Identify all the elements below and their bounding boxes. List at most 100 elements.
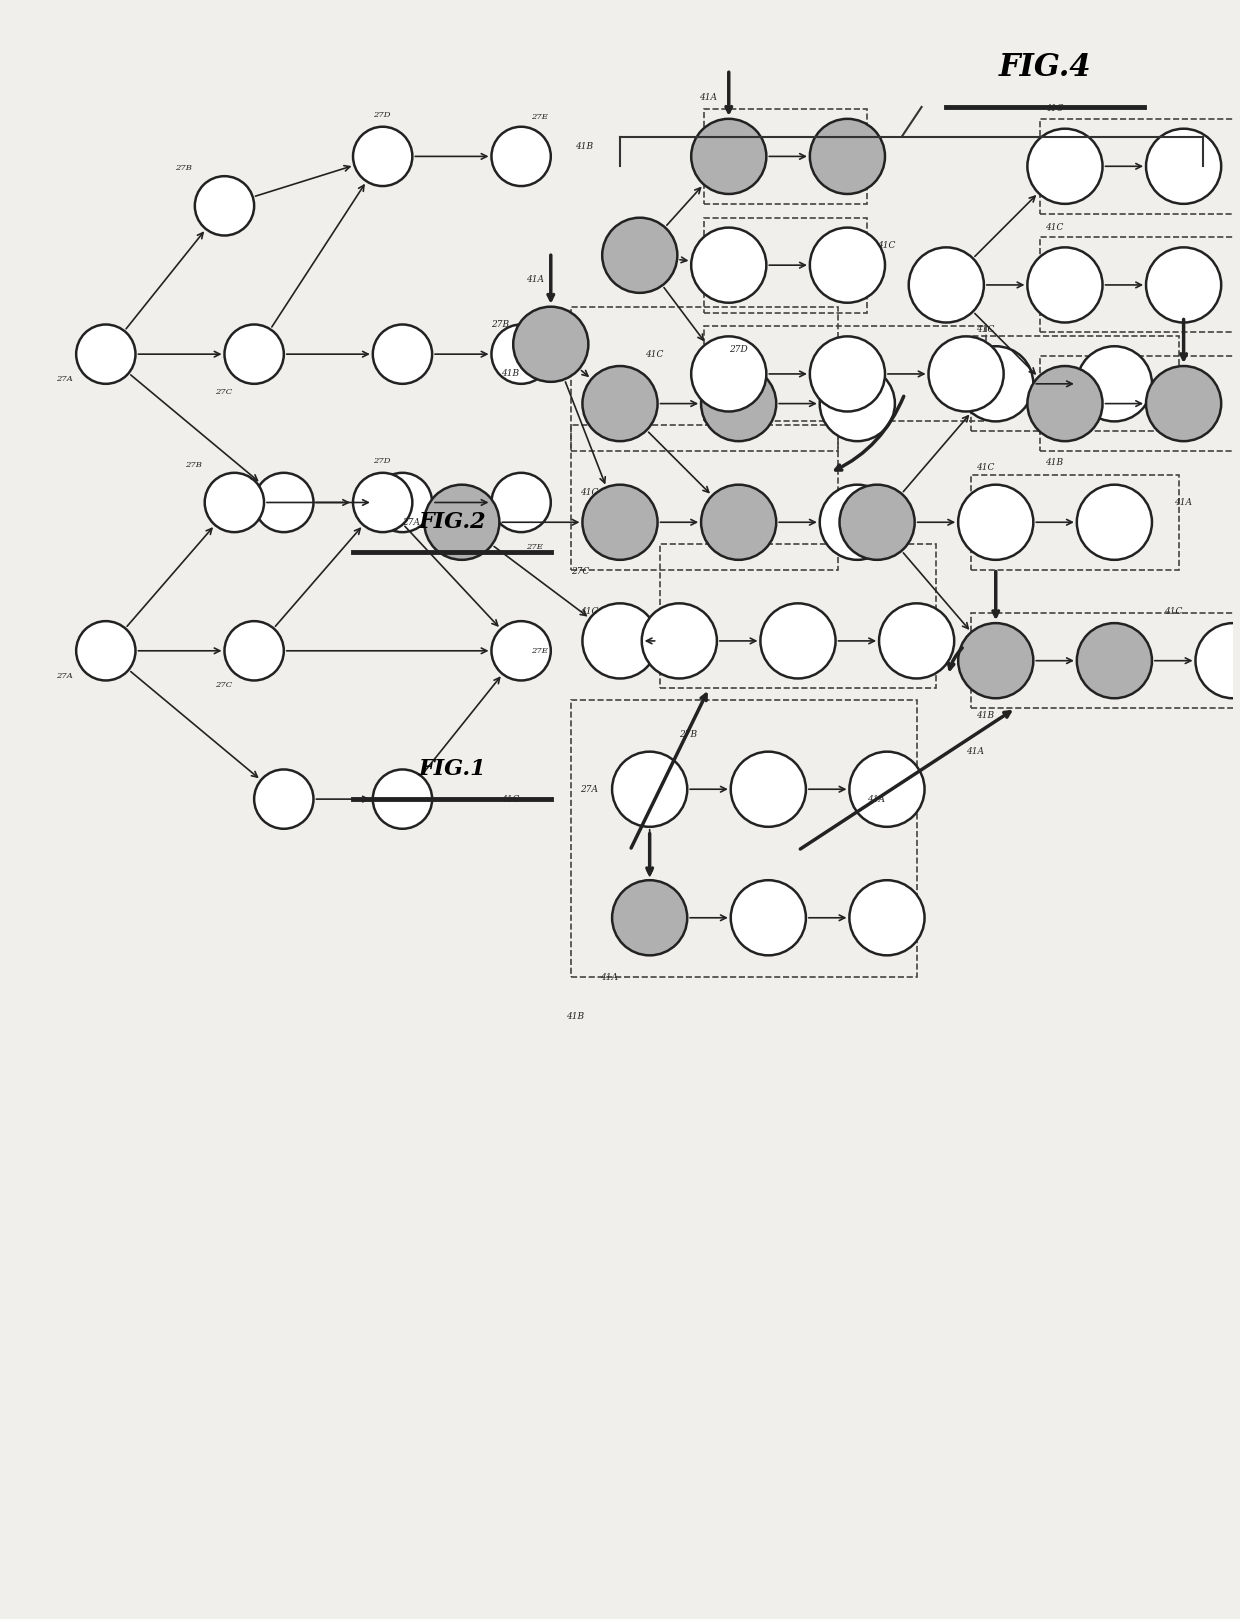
Text: 27E: 27E: [531, 113, 548, 121]
Text: 41C: 41C: [976, 325, 994, 334]
Bar: [570, 701, 916, 978]
Bar: [704, 217, 867, 312]
Circle shape: [583, 366, 657, 440]
Text: FIG.4: FIG.4: [999, 52, 1091, 83]
Bar: [971, 474, 1179, 570]
Text: 41C: 41C: [501, 795, 520, 803]
Text: 27D: 27D: [373, 110, 391, 118]
Text: 27C: 27C: [215, 682, 232, 690]
Circle shape: [491, 473, 551, 533]
Circle shape: [820, 366, 895, 440]
Circle shape: [1028, 248, 1102, 322]
Text: 41C: 41C: [1045, 105, 1064, 113]
Circle shape: [353, 473, 413, 533]
Circle shape: [849, 751, 925, 827]
Circle shape: [195, 176, 254, 235]
Circle shape: [424, 484, 500, 560]
Text: 27E: 27E: [526, 542, 543, 550]
Text: 41C: 41C: [580, 607, 599, 615]
Circle shape: [224, 324, 284, 384]
Bar: [660, 544, 936, 688]
Circle shape: [373, 473, 432, 533]
Text: 27A: 27A: [403, 518, 420, 526]
Circle shape: [810, 228, 885, 303]
Circle shape: [959, 623, 1033, 698]
Circle shape: [701, 366, 776, 440]
Circle shape: [879, 604, 955, 678]
Circle shape: [373, 769, 432, 829]
Circle shape: [1195, 623, 1240, 698]
Circle shape: [1146, 130, 1221, 204]
Circle shape: [353, 126, 413, 186]
Text: 27D: 27D: [729, 345, 748, 353]
Circle shape: [1146, 366, 1221, 440]
Circle shape: [603, 217, 677, 293]
Bar: [704, 108, 867, 204]
Text: 41A: 41A: [1174, 499, 1192, 507]
Bar: [1040, 356, 1240, 452]
Bar: [570, 306, 837, 452]
Circle shape: [613, 751, 687, 827]
Text: 41C: 41C: [877, 241, 895, 249]
Circle shape: [1076, 346, 1152, 421]
Circle shape: [224, 622, 284, 680]
Circle shape: [205, 473, 264, 533]
Circle shape: [491, 324, 551, 384]
Text: 27A: 27A: [580, 785, 599, 793]
Bar: [704, 327, 986, 421]
Text: 41C: 41C: [1164, 607, 1182, 615]
Text: 41B: 41B: [1045, 458, 1064, 468]
Text: 27B: 27B: [680, 730, 697, 740]
Circle shape: [810, 337, 885, 411]
Text: 41A: 41A: [699, 92, 717, 102]
Text: 27D: 27D: [373, 457, 391, 465]
Circle shape: [701, 484, 776, 560]
Circle shape: [254, 473, 314, 533]
Circle shape: [849, 881, 925, 955]
Text: 41C: 41C: [1045, 223, 1064, 232]
Circle shape: [491, 622, 551, 680]
Circle shape: [1076, 484, 1152, 560]
Circle shape: [691, 337, 766, 411]
Circle shape: [76, 622, 135, 680]
Text: FIG.1: FIG.1: [418, 758, 486, 780]
Circle shape: [929, 337, 1003, 411]
Circle shape: [613, 881, 687, 955]
Circle shape: [691, 228, 766, 303]
Text: 41A: 41A: [966, 746, 985, 756]
Text: 41B: 41B: [565, 1012, 584, 1022]
Circle shape: [1028, 366, 1102, 440]
Circle shape: [1146, 248, 1221, 322]
Text: 41B: 41B: [575, 142, 594, 151]
Bar: [1040, 118, 1240, 214]
Circle shape: [491, 126, 551, 186]
Text: 27C: 27C: [570, 567, 589, 576]
Bar: [1040, 238, 1240, 332]
Circle shape: [691, 118, 766, 194]
Circle shape: [730, 881, 806, 955]
Text: 27E: 27E: [531, 648, 548, 654]
Text: 41C: 41C: [580, 487, 599, 497]
Circle shape: [810, 118, 885, 194]
Bar: [570, 426, 837, 570]
Circle shape: [730, 751, 806, 827]
Circle shape: [373, 324, 432, 384]
Circle shape: [513, 306, 588, 382]
Circle shape: [909, 248, 983, 322]
Circle shape: [1028, 130, 1102, 204]
Text: 41A: 41A: [526, 275, 544, 285]
Circle shape: [1076, 623, 1152, 698]
Circle shape: [583, 484, 657, 560]
Text: 27B: 27B: [491, 321, 510, 329]
Text: 41B: 41B: [501, 369, 520, 379]
Bar: [971, 337, 1179, 431]
Bar: [971, 614, 1240, 708]
Text: 27B: 27B: [175, 164, 192, 172]
Text: 27C: 27C: [215, 387, 232, 395]
Text: FIG.2: FIG.2: [418, 512, 486, 533]
Circle shape: [254, 769, 314, 829]
Circle shape: [642, 604, 717, 678]
Text: 41A: 41A: [600, 973, 619, 981]
Circle shape: [760, 604, 836, 678]
Circle shape: [76, 324, 135, 384]
